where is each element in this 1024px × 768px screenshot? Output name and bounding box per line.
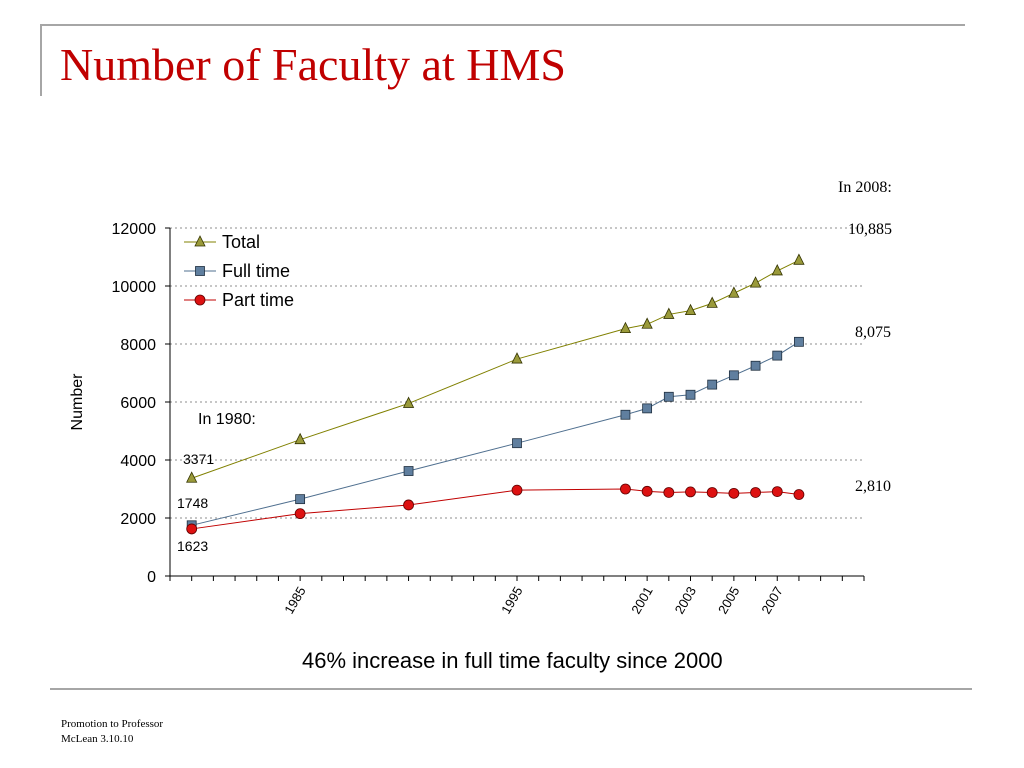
y-tick-label: 12000	[112, 221, 157, 238]
data-point-full-time	[685, 389, 696, 400]
legend-marker	[194, 294, 206, 306]
data-point-full-time	[794, 336, 804, 347]
y-tick-label: 6000	[120, 395, 156, 412]
data-point-total	[706, 296, 718, 308]
data-point-total	[793, 253, 805, 265]
total-2008-value: 10,885	[848, 221, 892, 238]
x-tick-label: 2007	[758, 584, 785, 617]
x-tick-label: 1985	[281, 584, 308, 617]
data-point-full-time	[750, 360, 761, 371]
footer-line-2: McLean 3.10.10	[61, 733, 134, 745]
data-point-part-time	[186, 523, 198, 535]
data-point-total	[728, 286, 740, 298]
data-point-part-time	[706, 487, 718, 498]
data-point-part-time	[771, 486, 783, 498]
frame-left-rule	[40, 24, 42, 96]
data-point-part-time	[511, 484, 523, 496]
full-time-2008-value: 8,075	[855, 324, 891, 341]
y-tick-label: 8000	[120, 337, 156, 354]
y-tick-label: 2000	[120, 511, 156, 528]
data-point-total	[663, 307, 675, 319]
data-point-full-time	[512, 438, 522, 449]
annotation-total-1980: 3371	[183, 451, 214, 467]
data-point-total	[641, 317, 653, 329]
data-point-full-time	[707, 379, 718, 390]
x-tick-label: 2001	[628, 584, 655, 617]
y-tick-label: 10000	[112, 279, 157, 296]
legend-label: Full time	[222, 261, 290, 281]
frame-bottom-rule	[50, 688, 972, 690]
data-point-part-time	[750, 487, 761, 498]
data-point-total	[684, 303, 697, 316]
data-point-part-time	[620, 483, 631, 495]
data-point-total	[771, 264, 783, 276]
data-point-full-time	[642, 403, 653, 414]
annotation-in-1980: In 1980:	[198, 411, 256, 428]
data-point-full-time	[728, 370, 739, 381]
annotation-full-time-1980: 1748	[177, 495, 208, 511]
y-tick-label: 0	[147, 569, 156, 586]
data-point-total	[402, 396, 415, 408]
data-point-total	[511, 352, 523, 364]
data-point-total	[619, 321, 632, 334]
series-line-full-time	[191, 341, 800, 526]
data-point-full-time	[772, 350, 783, 361]
annotation-part-time-1980: 1623	[177, 538, 208, 554]
slide-title: Number of Faculty at HMS	[60, 39, 566, 90]
data-point-part-time	[641, 485, 653, 497]
legend-label: Total	[222, 232, 260, 252]
data-point-full-time	[403, 466, 414, 476]
data-point-part-time	[663, 487, 675, 498]
legend-marker	[195, 266, 205, 276]
y-axis-title: Number	[69, 373, 86, 431]
chart-caption: 46% increase in full time faculty since …	[302, 648, 723, 673]
x-tick-label: 2003	[672, 584, 699, 617]
y-tick-label: 4000	[120, 453, 156, 470]
data-point-part-time	[403, 499, 414, 511]
frame-top-rule	[40, 24, 965, 26]
data-point-full-time	[620, 409, 631, 420]
in-2008-heading: In 2008:	[838, 179, 892, 196]
data-point-total	[294, 432, 306, 445]
data-point-total	[749, 276, 762, 288]
data-point-total	[186, 471, 198, 483]
x-tick-label: 2005	[715, 584, 742, 617]
data-point-part-time	[728, 487, 740, 499]
footer-line-1: Promotion to Professor	[61, 718, 164, 730]
data-point-part-time	[685, 486, 696, 498]
legend-marker	[194, 235, 206, 247]
part-time-2008-value: 2,810	[855, 478, 891, 495]
data-point-full-time	[663, 391, 674, 402]
data-point-part-time	[294, 508, 306, 520]
x-tick-label: 1995	[498, 584, 525, 617]
legend-label: Part time	[222, 290, 294, 310]
data-point-full-time	[295, 494, 306, 505]
data-point-part-time	[793, 489, 805, 500]
